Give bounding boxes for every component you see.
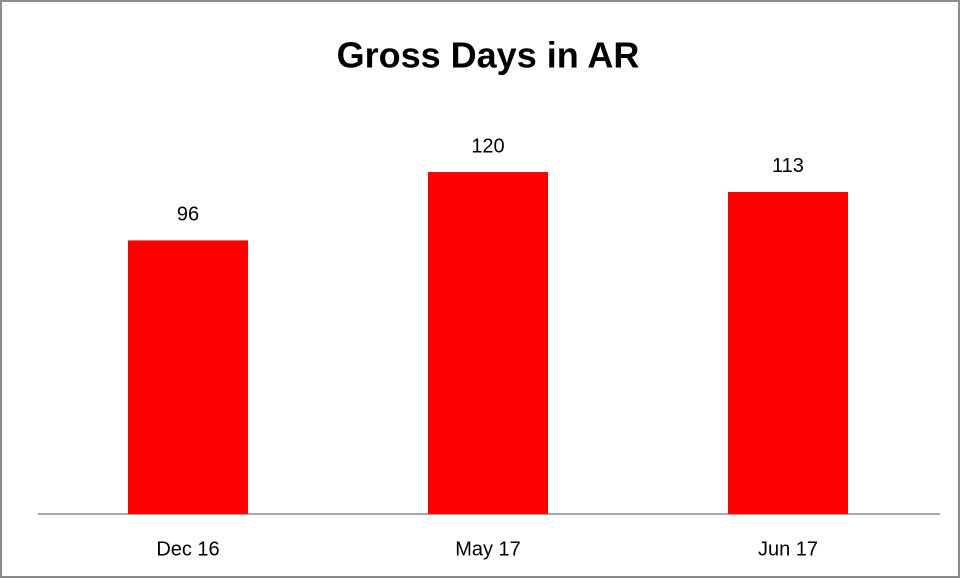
x-tick-label: Jun 17 <box>758 538 818 560</box>
x-tick-label: Dec 16 <box>156 538 219 560</box>
bar <box>128 240 248 514</box>
x-tick-label: May 17 <box>455 538 521 560</box>
value-label: 96 <box>177 204 199 226</box>
bar <box>428 172 548 514</box>
bar <box>728 191 848 514</box>
chart-title: Gross Days in AR <box>337 35 640 76</box>
value-label: 120 <box>471 135 504 157</box>
value-label: 113 <box>772 155 804 177</box>
